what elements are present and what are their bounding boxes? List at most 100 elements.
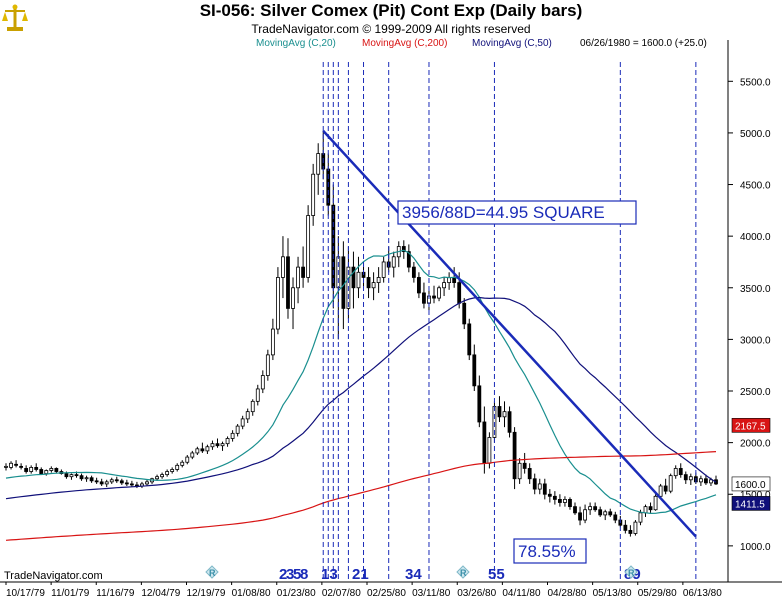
y-tick-label: 2000.0: [740, 439, 771, 450]
legend-item: MovingAvg (C,200): [362, 38, 447, 49]
annotation-text: 3956/88D=44.95 SQUARE: [402, 203, 605, 222]
candle-body: [94, 480, 99, 483]
trendline: [322, 130, 697, 538]
candle-body: [613, 514, 618, 521]
candle-body: [673, 468, 678, 477]
candle-body: [69, 474, 74, 478]
y-tick-label: 2500.0: [740, 387, 771, 398]
candle-body: [366, 277, 371, 289]
candle-body: [34, 467, 39, 470]
candle-body: [311, 173, 316, 216]
candle-body: [663, 485, 668, 492]
candle-body: [633, 521, 638, 534]
price-badge-bg: [731, 476, 771, 492]
candle-body: [683, 474, 688, 481]
candle-body: [678, 468, 683, 476]
price-badge-text: 2167.5: [735, 421, 766, 432]
candle-body: [265, 354, 270, 376]
candle-body: [301, 266, 305, 278]
candle-body: [19, 465, 24, 468]
x-tick-label: 04/28/80: [548, 588, 587, 599]
candle-body: [276, 277, 280, 330]
candle-body: [608, 511, 613, 516]
candle-body: [709, 479, 713, 484]
count-label: 21: [352, 566, 369, 583]
candle-body: [291, 287, 295, 309]
candle-body: [195, 448, 200, 454]
candle-body: [220, 443, 225, 447]
candle-body: [371, 282, 376, 289]
candle-body: [593, 506, 598, 511]
x-tick-label: 03/26/80: [457, 588, 496, 599]
x-tick-label: 12/04/79: [141, 588, 180, 599]
x-tick-label: 01/23/80: [277, 588, 316, 599]
candle-body: [185, 456, 190, 463]
candle-body: [225, 438, 230, 445]
candle-body: [552, 495, 557, 500]
price-badge-bg: [731, 418, 771, 433]
watermark-text: TradeNavigator.com: [4, 570, 103, 582]
x-tick-label: 10/17/79: [6, 588, 45, 599]
candle-body: [74, 474, 79, 477]
x-tick-label: 06/13/80: [683, 588, 722, 599]
candle-body: [497, 406, 502, 418]
candle-body: [588, 506, 593, 511]
candle-body: [472, 354, 477, 387]
r-symbol-icon: R: [456, 565, 470, 579]
tradenavigator-logo-icon: [2, 3, 28, 33]
candle-body: [437, 287, 441, 299]
y-tick-label: 1500.0: [740, 490, 771, 501]
candle-body: [704, 478, 708, 484]
candle-body: [391, 256, 396, 268]
annotation-box: 78.55%: [513, 538, 587, 564]
candle-body: [270, 328, 275, 356]
candle-body: [250, 400, 255, 413]
annotation-border: [513, 538, 587, 564]
candle-body: [417, 277, 421, 294]
candle-body: [648, 506, 653, 511]
candle-body: [54, 468, 59, 472]
y-tick-label: 4000.0: [740, 232, 771, 243]
candle-body: [447, 277, 452, 284]
candle-body: [260, 375, 265, 390]
candle-body: [517, 462, 522, 480]
candle-body: [160, 474, 164, 478]
candle-body: [547, 493, 552, 497]
candle-body: [698, 478, 703, 483]
candle-body: [507, 411, 512, 433]
r-symbol-icon: R: [624, 565, 638, 579]
candle-body: [180, 461, 185, 466]
price-badge-bg: [731, 496, 771, 511]
candle-body: [628, 529, 633, 534]
legend-item: MovingAvg (C,50): [472, 38, 552, 49]
count-label: 2: [279, 566, 287, 583]
candle-body: [432, 295, 436, 299]
r-symbol-icon: R: [205, 565, 219, 579]
x-tick-label: 01/08/80: [232, 588, 271, 599]
moving-average-20-line: [5, 249, 717, 515]
candle-body: [623, 524, 628, 531]
candle-body: [341, 256, 346, 309]
candle-body: [422, 292, 426, 304]
r-symbol-text: R: [209, 568, 216, 578]
candle-body: [381, 261, 386, 278]
moving-average-50-line: [5, 296, 717, 500]
candle-body: [39, 469, 44, 475]
price-badge-text: 1600.0: [735, 480, 766, 491]
candle-body: [215, 443, 220, 447]
candle-body: [4, 465, 8, 468]
candle-body: [563, 499, 567, 503]
candle-body: [129, 483, 134, 486]
y-tick-label: 3500.0: [740, 284, 771, 295]
candle-body: [119, 480, 124, 484]
candle-body: [532, 478, 537, 490]
r-symbol-text: R: [628, 568, 635, 578]
candle-body: [578, 512, 582, 521]
count-label: 5: [293, 566, 301, 583]
candle-body: [568, 499, 572, 508]
candle-body: [109, 479, 114, 483]
candle-body: [442, 282, 446, 289]
candle-body: [487, 437, 492, 464]
candle-body: [255, 388, 260, 402]
count-label: 34: [405, 566, 422, 583]
